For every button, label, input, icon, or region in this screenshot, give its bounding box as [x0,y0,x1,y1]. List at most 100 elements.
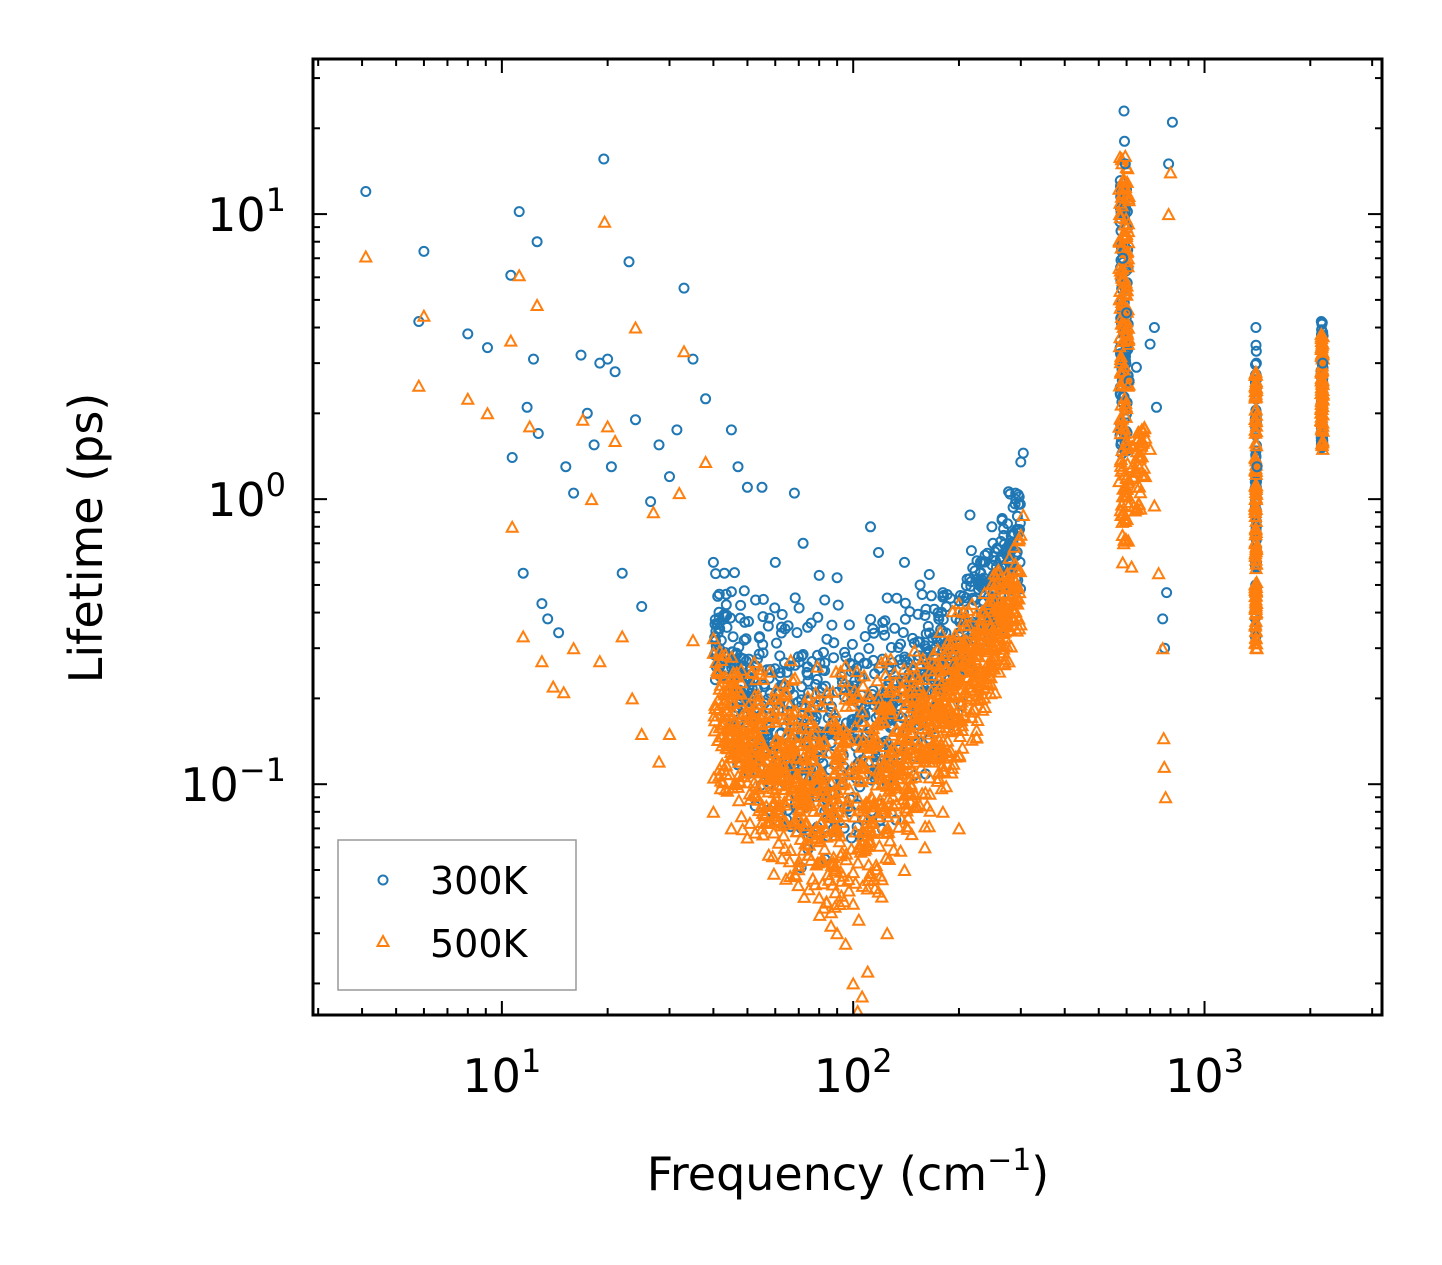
data-point [712,590,724,602]
data-point [756,742,771,756]
data-point [1115,316,1131,330]
data-point [968,609,983,623]
data-point [1117,467,1133,481]
data-point [1138,430,1153,444]
data-point [866,721,881,735]
data-point [729,777,744,791]
data-point [566,641,581,655]
data-point [1161,587,1173,599]
data-point [961,573,973,585]
legend-box [337,839,577,991]
data-point [714,729,730,743]
data-point [757,647,769,659]
series-300k [360,105,1329,654]
data-point [905,683,920,697]
data-point [985,622,1001,636]
data-point [759,681,771,693]
data-point [914,656,929,670]
data-point [800,735,816,749]
data-point [718,567,730,579]
data-point [955,740,970,754]
data-points [358,105,1331,1015]
data-point [925,590,937,602]
data-point [869,777,884,791]
data-point [1121,331,1136,345]
data-point [801,847,816,861]
data-point [812,907,827,921]
data-point [872,792,888,806]
data-point [1249,480,1264,494]
data-point [513,206,525,218]
data-point [975,702,990,716]
data-point [546,679,561,693]
data-point [1315,391,1330,405]
data-point [1121,307,1133,319]
data-point [813,569,825,581]
data-point [772,796,787,810]
data-point [767,808,783,822]
data-point [1248,386,1264,400]
data-point [769,602,781,614]
data-point [869,858,884,872]
data-point [726,695,742,709]
data-point [757,611,769,623]
data-point [940,733,955,747]
data-point [1315,316,1327,327]
data-point [1112,339,1127,353]
series-stripe-500k [1111,149,1137,550]
data-point [1002,550,1017,564]
data-point [747,654,762,668]
data-point [764,612,776,624]
data-point [1118,148,1133,162]
data-point [988,577,1003,591]
data-point [1114,294,1130,308]
data-point [843,619,855,631]
data-point [1119,433,1134,447]
data-point [1007,539,1022,553]
data-point [1315,372,1330,386]
data-point [800,705,815,719]
data-point [789,592,801,604]
data-point [976,604,992,618]
data-point [765,849,780,863]
data-point [972,619,987,633]
data-point [818,788,833,802]
data-point [942,641,958,655]
data-point [877,617,889,628]
data-point [831,761,846,775]
data-point [899,651,911,663]
data-point [528,353,539,365]
data-point [556,685,571,699]
data-point [904,606,916,618]
data-point [743,665,759,679]
data-point [821,745,836,759]
data-point [1011,611,1026,625]
data-point [741,697,756,711]
data-point [860,838,876,852]
data-point [1161,207,1176,221]
data-point [896,661,912,675]
data-point [945,633,961,647]
data-point [851,803,866,817]
data-point [687,353,699,365]
data-point [935,624,947,635]
data-point [1011,561,1026,575]
data-point [517,567,529,579]
data-point [828,652,840,664]
data-point [796,842,811,856]
data-point [616,567,628,579]
data-point [901,712,917,726]
x-tick-labels: 101 102 103 [462,1042,1244,1103]
data-point [738,707,753,721]
data-point [796,650,808,662]
data-point [1112,419,1127,433]
data-point [418,245,430,257]
data-point [719,610,731,622]
data-point [838,936,853,950]
data-point [754,736,769,750]
data-point [1116,505,1131,519]
data-point [769,731,784,745]
data-point [886,842,901,856]
data-point [598,153,610,165]
data-point [747,787,762,801]
